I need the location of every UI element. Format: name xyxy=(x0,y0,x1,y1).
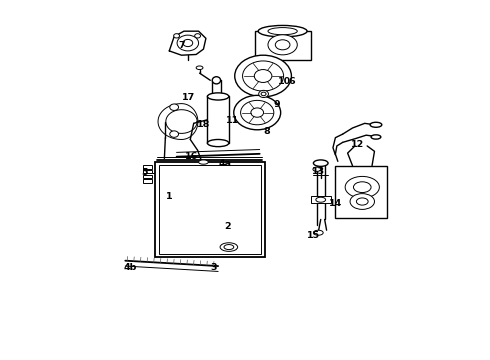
Ellipse shape xyxy=(350,194,374,210)
Ellipse shape xyxy=(235,55,292,97)
Ellipse shape xyxy=(353,182,371,193)
Bar xyxy=(144,170,152,173)
Text: 1: 1 xyxy=(166,192,172,201)
Ellipse shape xyxy=(207,139,229,147)
Text: 8: 8 xyxy=(264,127,270,136)
Text: 6: 6 xyxy=(288,77,294,86)
Ellipse shape xyxy=(313,167,321,171)
Text: 5: 5 xyxy=(142,168,148,177)
Ellipse shape xyxy=(224,244,234,249)
Text: 14: 14 xyxy=(329,199,342,208)
Ellipse shape xyxy=(170,104,178,111)
Bar xyxy=(144,165,152,168)
Bar xyxy=(144,175,152,178)
Ellipse shape xyxy=(241,100,274,125)
Ellipse shape xyxy=(356,198,368,205)
Ellipse shape xyxy=(234,95,281,130)
Bar xyxy=(159,165,261,254)
Text: 2: 2 xyxy=(224,222,231,231)
Bar xyxy=(255,31,311,60)
Ellipse shape xyxy=(251,108,264,117)
Text: 4a: 4a xyxy=(219,159,232,168)
Ellipse shape xyxy=(254,69,272,82)
Ellipse shape xyxy=(198,160,208,164)
Text: 15: 15 xyxy=(307,231,320,240)
Ellipse shape xyxy=(220,243,238,251)
Bar xyxy=(155,162,265,257)
Text: 13: 13 xyxy=(312,167,325,176)
Ellipse shape xyxy=(207,93,229,100)
Ellipse shape xyxy=(243,61,284,91)
Ellipse shape xyxy=(371,135,381,139)
Ellipse shape xyxy=(177,35,198,51)
Ellipse shape xyxy=(173,34,179,38)
Text: 16: 16 xyxy=(185,152,198,161)
Bar xyxy=(335,166,387,218)
Ellipse shape xyxy=(268,35,297,55)
Ellipse shape xyxy=(370,122,382,127)
Ellipse shape xyxy=(345,176,379,198)
Text: 4b: 4b xyxy=(123,264,137,273)
Ellipse shape xyxy=(261,92,266,96)
Text: 10: 10 xyxy=(277,77,291,86)
Bar xyxy=(311,196,331,203)
Ellipse shape xyxy=(314,160,328,166)
Ellipse shape xyxy=(275,40,290,50)
Text: 17: 17 xyxy=(182,93,196,102)
Ellipse shape xyxy=(170,131,178,137)
Text: 11: 11 xyxy=(226,116,240,125)
Ellipse shape xyxy=(316,197,326,202)
Ellipse shape xyxy=(183,40,193,46)
Text: 3: 3 xyxy=(210,264,217,273)
Ellipse shape xyxy=(195,34,200,38)
Text: 18: 18 xyxy=(197,120,210,129)
Bar xyxy=(144,179,152,183)
Text: 12: 12 xyxy=(351,140,364,149)
Ellipse shape xyxy=(196,66,203,69)
Text: 9: 9 xyxy=(273,100,280,109)
Ellipse shape xyxy=(259,90,269,98)
Ellipse shape xyxy=(212,77,220,84)
Ellipse shape xyxy=(268,28,297,35)
Ellipse shape xyxy=(314,230,323,235)
Ellipse shape xyxy=(258,26,307,37)
Text: 7: 7 xyxy=(178,41,185,50)
